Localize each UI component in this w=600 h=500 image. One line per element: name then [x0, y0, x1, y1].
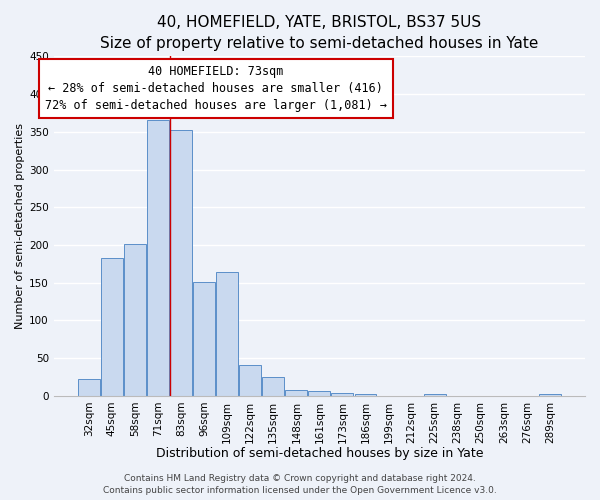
- Bar: [286, 390, 307, 396]
- Bar: [124, 244, 146, 396]
- Text: 40 HOMEFIELD: 73sqm
← 28% of semi-detached houses are smaller (416)
72% of semi-: 40 HOMEFIELD: 73sqm ← 28% of semi-detach…: [44, 66, 386, 112]
- Bar: [308, 392, 331, 396]
- Bar: [424, 394, 446, 396]
- Bar: [239, 365, 261, 396]
- Bar: [101, 258, 123, 396]
- Text: Contains HM Land Registry data © Crown copyright and database right 2024.
Contai: Contains HM Land Registry data © Crown c…: [103, 474, 497, 495]
- Bar: [78, 379, 100, 396]
- Bar: [147, 120, 169, 396]
- Bar: [539, 394, 561, 396]
- Bar: [216, 272, 238, 396]
- Y-axis label: Number of semi-detached properties: Number of semi-detached properties: [15, 123, 25, 329]
- Bar: [331, 393, 353, 396]
- Bar: [193, 282, 215, 396]
- Title: 40, HOMEFIELD, YATE, BRISTOL, BS37 5US
Size of property relative to semi-detache: 40, HOMEFIELD, YATE, BRISTOL, BS37 5US S…: [100, 15, 539, 51]
- Bar: [262, 377, 284, 396]
- Bar: [355, 394, 376, 396]
- X-axis label: Distribution of semi-detached houses by size in Yate: Distribution of semi-detached houses by …: [155, 447, 483, 460]
- Bar: [170, 130, 192, 396]
